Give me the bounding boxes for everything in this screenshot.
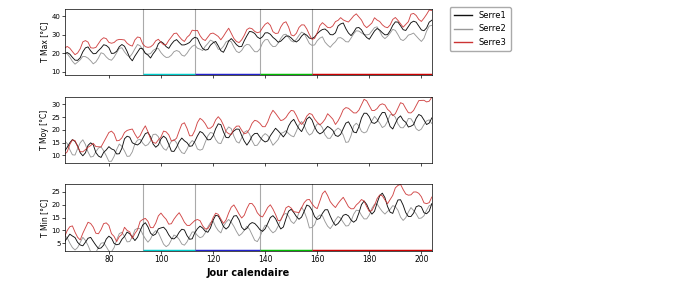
X-axis label: Jour calendaire: Jour calendaire	[207, 268, 290, 278]
Y-axis label: T Min [°C]: T Min [°C]	[39, 199, 49, 237]
Legend: Serre1, Serre2, Serre3: Serre1, Serre2, Serre3	[449, 7, 511, 51]
Y-axis label: T Max [°C]: T Max [°C]	[39, 22, 49, 62]
Y-axis label: T Moy [°C]: T Moy [°C]	[39, 110, 49, 150]
